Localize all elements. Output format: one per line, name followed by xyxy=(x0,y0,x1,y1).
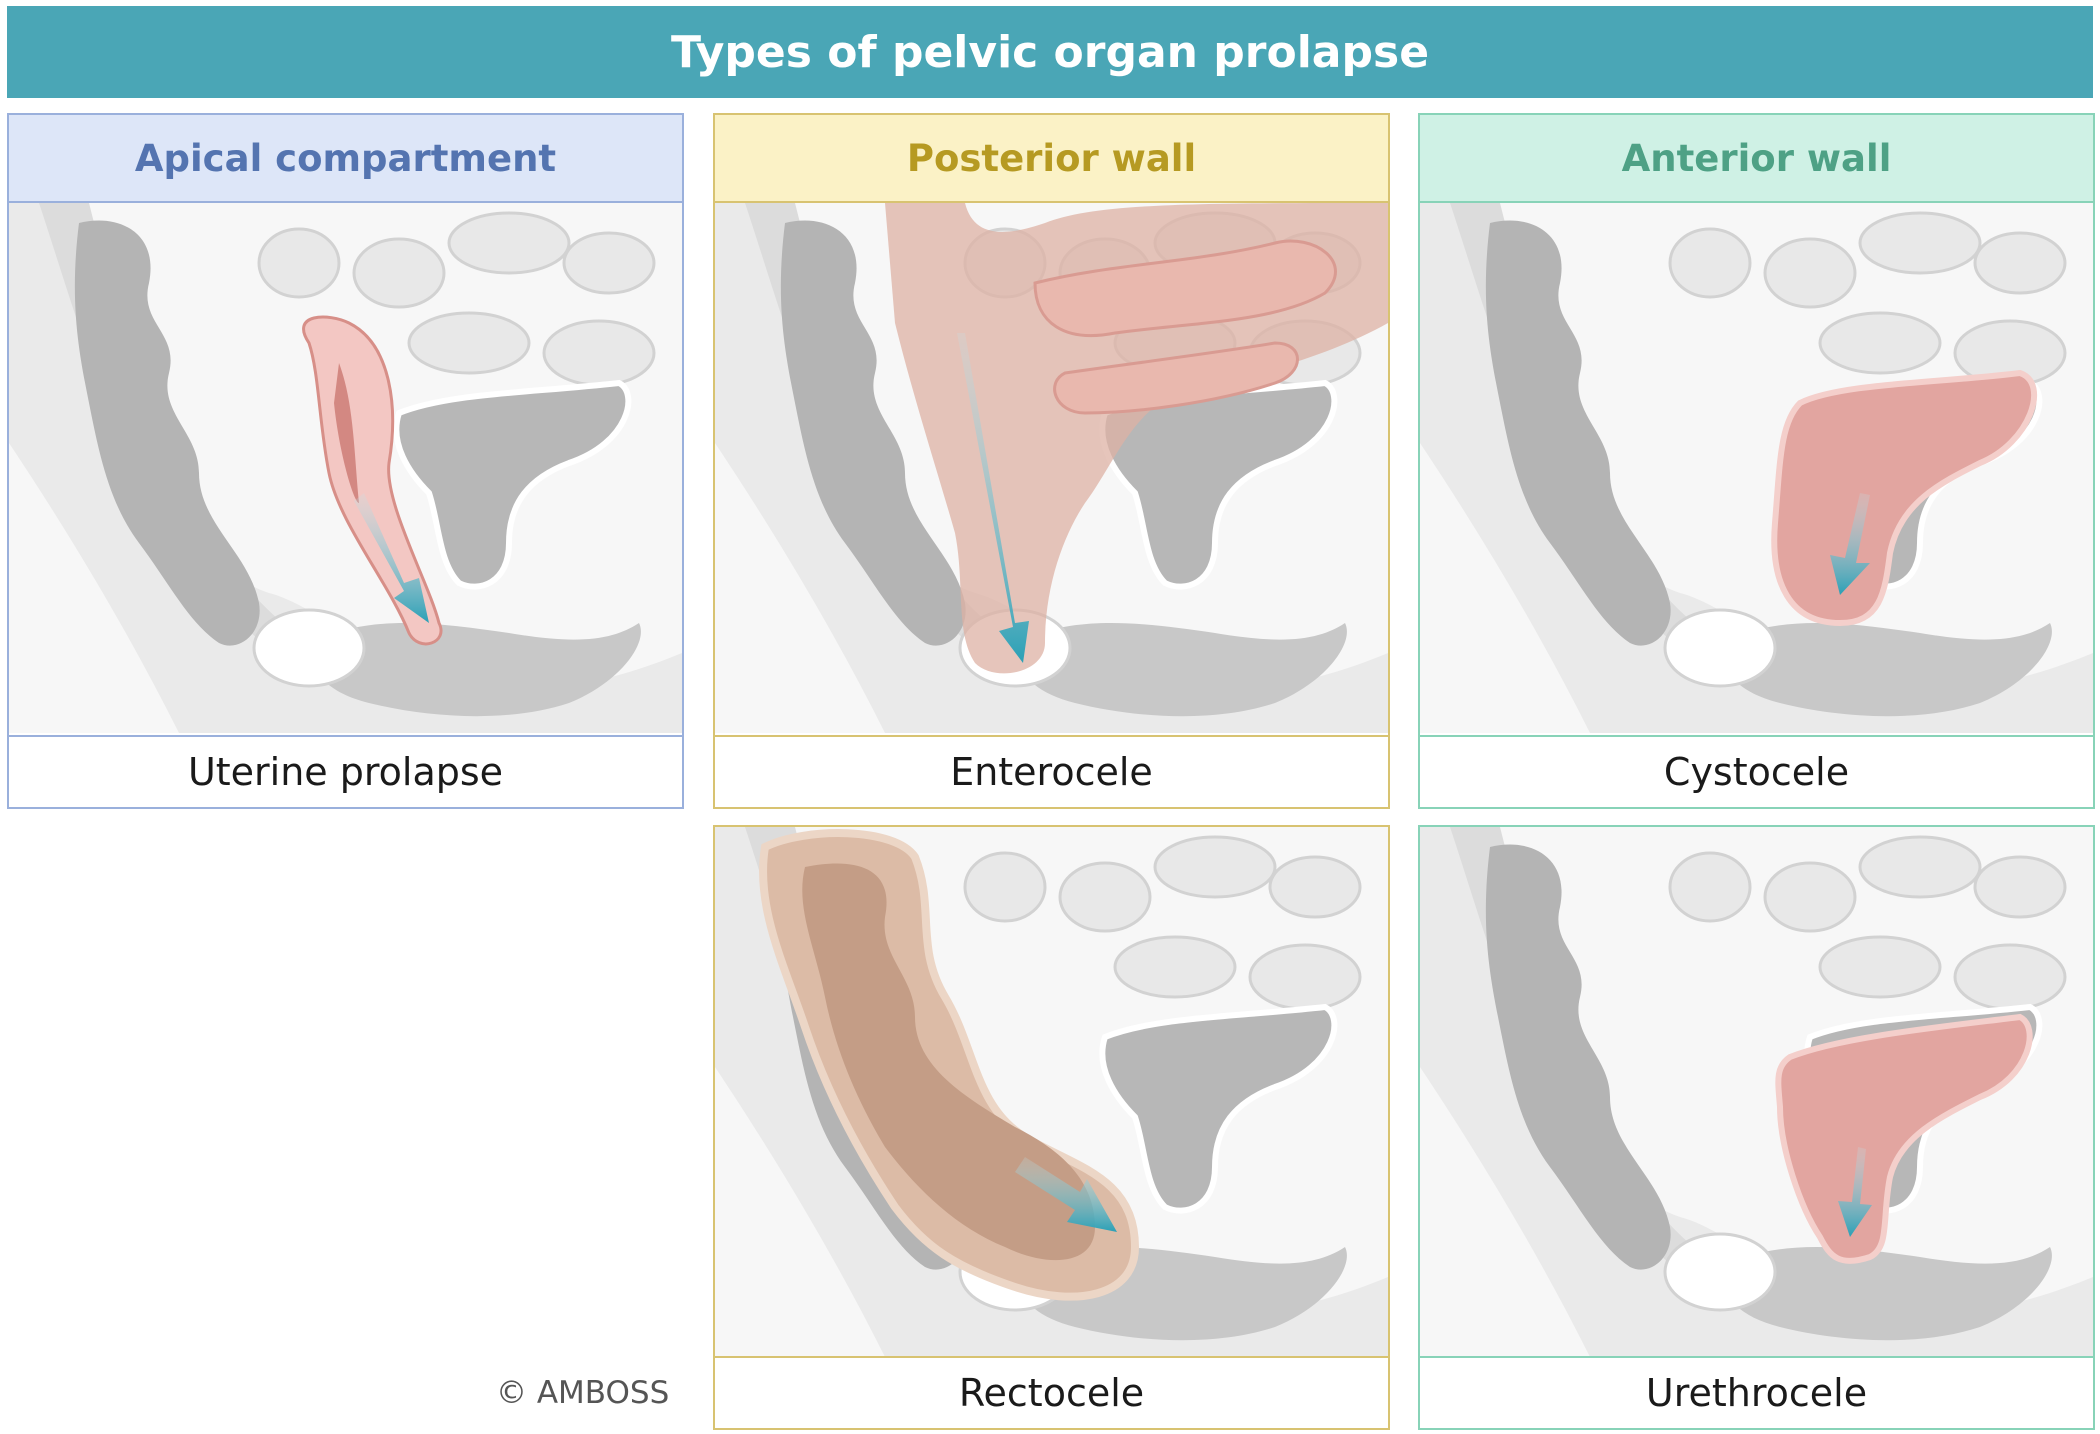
uterine-prolapse-caption: Uterine prolapse xyxy=(9,735,682,807)
panel-uterine-prolapse: Uterine prolapse xyxy=(7,201,684,809)
rectocele-caption: Rectocele xyxy=(715,1356,1388,1428)
urethrocele-caption: Urethrocele xyxy=(1420,1356,2093,1428)
urethrocele-illustration xyxy=(1420,827,2093,1357)
page-title: Types of pelvic organ prolapse xyxy=(7,6,2093,98)
column-header-apical: Apical compartment xyxy=(7,113,684,203)
cystocele-caption: Cystocele xyxy=(1420,735,2093,807)
rectocele-illustration xyxy=(715,827,1388,1357)
panel-enterocele: Enterocele xyxy=(713,201,1390,809)
column-header-anterior: Anterior wall xyxy=(1418,113,2095,203)
column-header-posterior: Posterior wall xyxy=(713,113,1390,203)
panel-urethrocele: Urethrocele xyxy=(1418,825,2095,1430)
copyright-notice: © AMBOSS xyxy=(496,1375,670,1411)
cystocele-illustration xyxy=(1420,203,2093,733)
panel-cystocele: Cystocele xyxy=(1418,201,2095,809)
enterocele-illustration xyxy=(715,203,1388,733)
enterocele-caption: Enterocele xyxy=(715,735,1388,807)
uterine-prolapse-illustration xyxy=(9,203,682,733)
panel-rectocele: Rectocele xyxy=(713,825,1390,1430)
